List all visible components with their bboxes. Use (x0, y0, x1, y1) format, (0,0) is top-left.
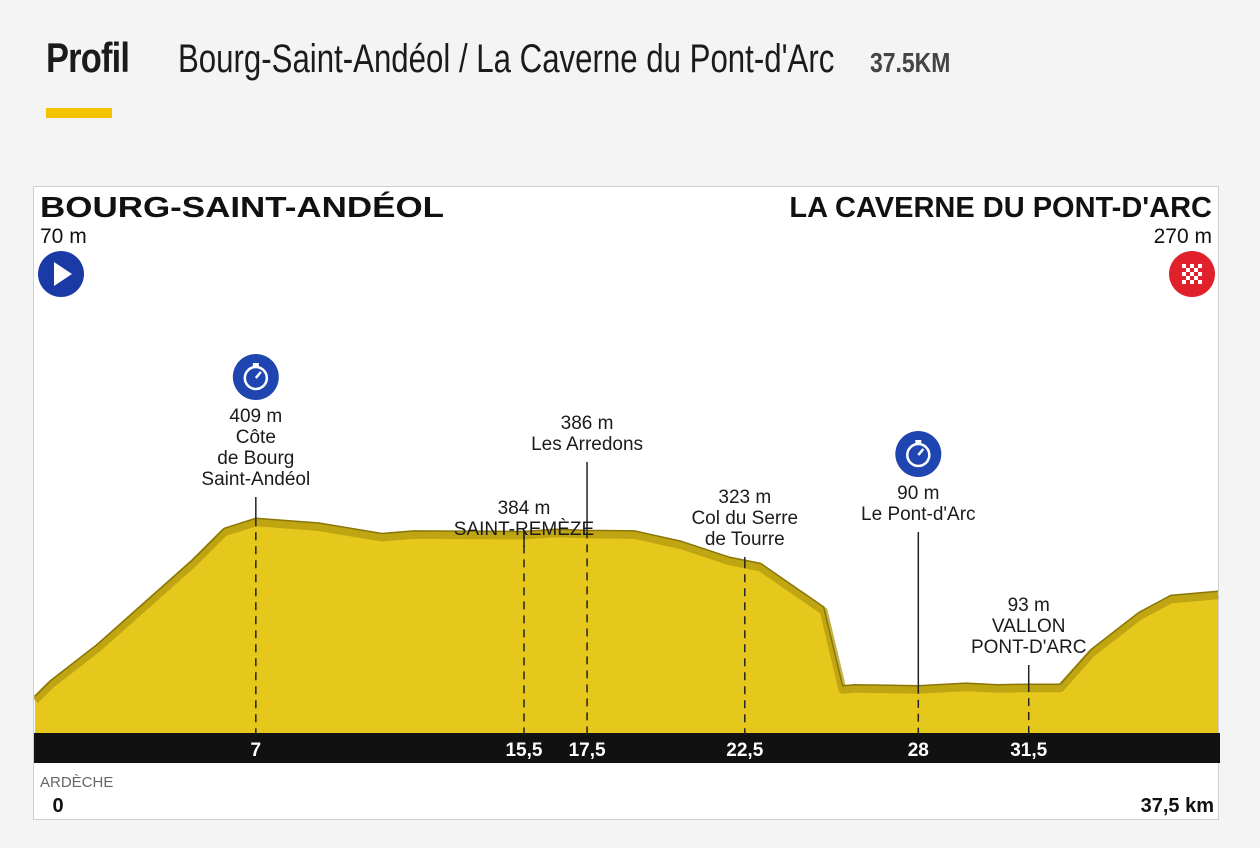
stage-profile-panel: 409 m Côte de Bourg Saint-Andéol 7 384 m SAINT… (33, 186, 1220, 820)
waypoint-altitude: 409 m (229, 406, 282, 427)
checker-square (1190, 280, 1194, 284)
km-tick-label: 17,5 (569, 740, 606, 761)
stopwatch-icon-crown (915, 440, 922, 443)
route-distance: 37.5KM (870, 47, 951, 78)
km-tick-label: 28 (908, 740, 929, 761)
stopwatch-icon-dial (243, 365, 269, 391)
start-altitude: 70 m (40, 225, 87, 248)
waypoint-name: de Tourre (705, 529, 785, 550)
waypoint-name: de Bourg (217, 448, 294, 469)
checker-square (1182, 280, 1186, 284)
accent-underline (46, 108, 112, 118)
km-tick-label: 7 (251, 740, 262, 761)
finish-altitude: 270 m (1154, 225, 1212, 248)
x-end-label: 37,5 km (1141, 795, 1214, 817)
elevation-area (35, 518, 1218, 733)
checker-square (1190, 264, 1194, 268)
checker-square (1194, 276, 1198, 280)
page-header: Profil Bourg-Saint-Andéol / La Caverne d… (46, 34, 968, 94)
x-start-label: 0 (52, 795, 63, 817)
waypoint-altitude: 93 m (1008, 595, 1050, 616)
finish-town-name: LA CAVERNE DU PONT-D'ARC (789, 192, 1212, 224)
checker-square (1190, 272, 1194, 276)
waypoint-name: Les Arredons (531, 434, 643, 455)
stopwatch-icon-dial (906, 442, 931, 468)
department-label: ARDÈCHE (40, 774, 113, 791)
checker-square (1198, 272, 1202, 276)
waypoint-name: Le Pont-d'Arc (861, 504, 976, 525)
checker-square (1186, 276, 1190, 280)
elevation-line (34, 517, 1219, 697)
waypoint-name: PONT-D'ARC (971, 637, 1087, 658)
stopwatch-icon-hand (254, 371, 262, 379)
distance-band (34, 733, 1220, 763)
elevation-ridge-shadow (34, 518, 1219, 704)
waypoint-altitude: 384 m (498, 498, 551, 519)
waypoint-name: VALLON (992, 616, 1066, 637)
section-title: Profil (46, 34, 130, 81)
waypoint-name: SAINT-REMÈZE (454, 519, 594, 540)
waypoint-name: Côte (236, 427, 276, 448)
waypoint-name: Col du Serre (691, 508, 798, 529)
waypoint-name: Saint-Andéol (201, 469, 310, 490)
waypoint-altitude: 323 m (718, 487, 771, 508)
start-town-name: BOURG-SAINT-ANDÉOL (40, 190, 444, 224)
km-tick-label: 15,5 (505, 740, 542, 761)
stopwatch-icon-crown (252, 363, 259, 366)
checker-square (1182, 272, 1186, 276)
checker-square (1198, 264, 1202, 268)
start-play-triangle (54, 262, 72, 286)
waypoint-altitude: 90 m (897, 483, 939, 504)
km-tick-label: 31,5 (1010, 740, 1047, 761)
checker-square (1186, 268, 1190, 272)
km-tick-label: 22,5 (726, 740, 763, 761)
checker-square (1194, 268, 1198, 272)
checker-square (1198, 280, 1202, 284)
route-title: Bourg-Saint-Andéol / La Caverne du Pont-… (178, 37, 835, 81)
stopwatch-icon-hand (917, 448, 925, 456)
checker-square (1182, 264, 1186, 268)
waypoint-altitude: 386 m (561, 413, 614, 434)
